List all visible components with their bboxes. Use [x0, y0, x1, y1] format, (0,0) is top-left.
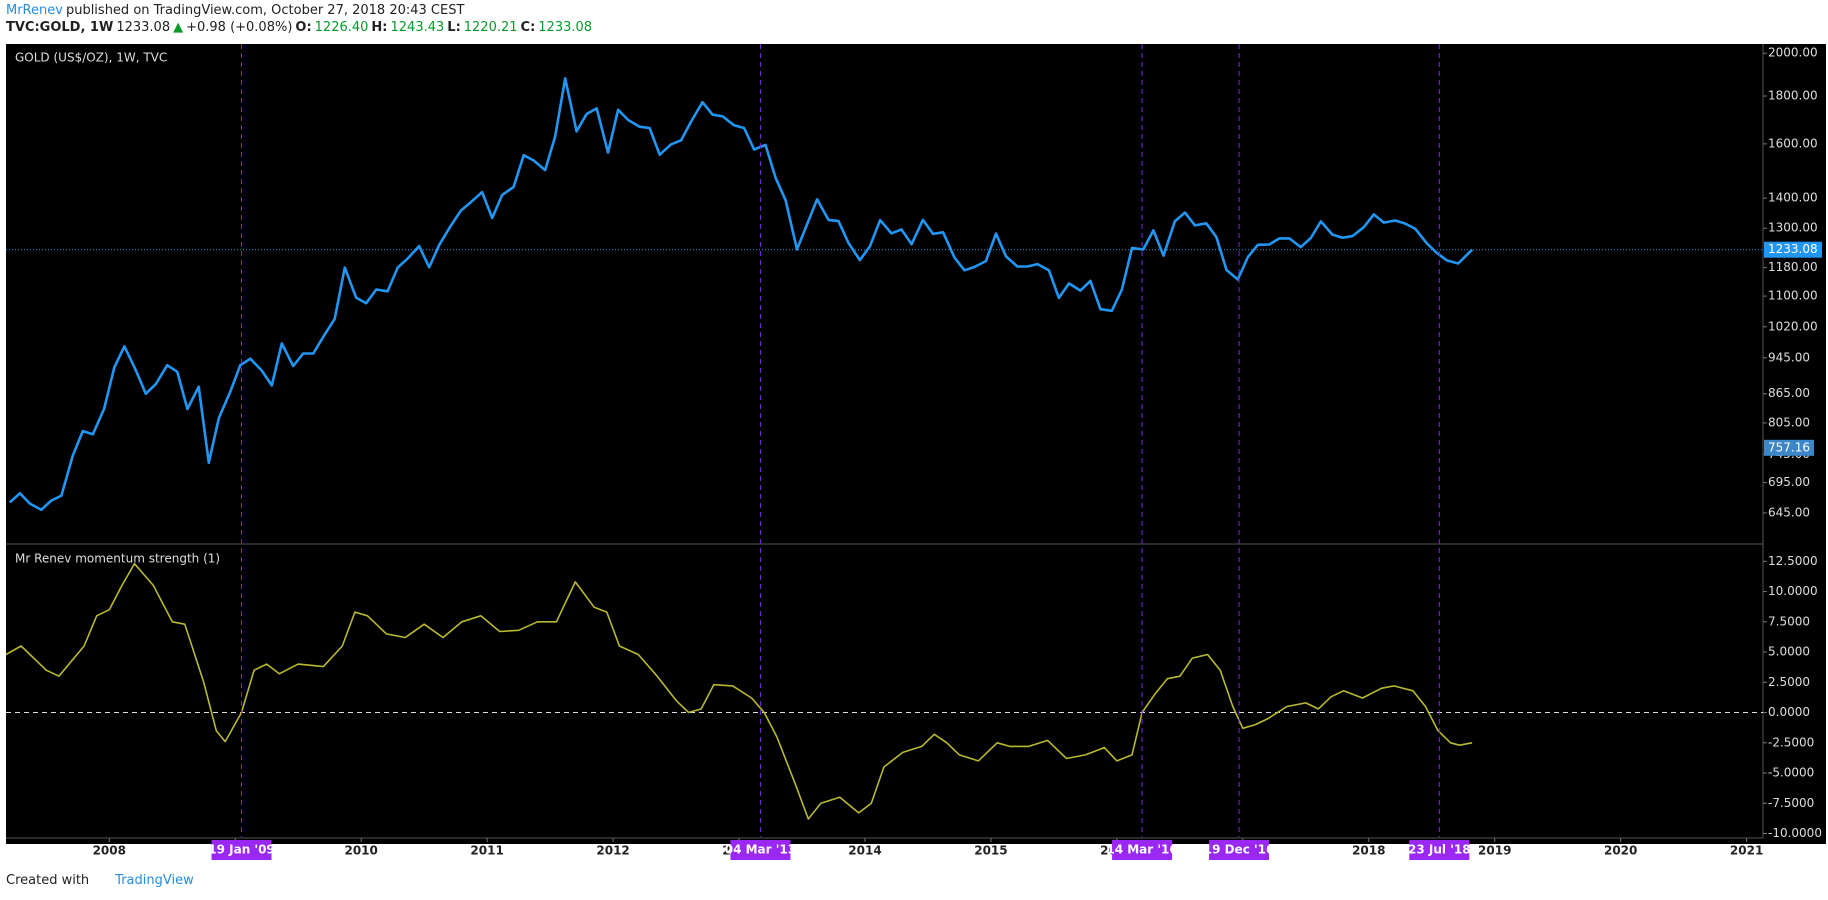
change: +0.98 (+0.08%): [186, 20, 293, 35]
y-tick-label: 12.5000: [1768, 554, 1818, 568]
x-tick-label: 2014: [848, 844, 881, 858]
brand[interactable]: TradingView: [115, 873, 194, 888]
y-tick-label: 2.5000: [1768, 675, 1810, 689]
low-key: L:: [447, 20, 461, 35]
x-tick-label: 2011: [470, 844, 503, 858]
price: 1233.08: [116, 20, 171, 35]
y-tick-label: 695.00: [1768, 475, 1810, 489]
open: 1226.40: [314, 20, 369, 35]
y-tick-label: 1100.00: [1768, 289, 1818, 303]
date-marker-label: 19 Dec '16: [1204, 843, 1275, 857]
date-marker-box: [1209, 840, 1270, 860]
close-key: C:: [520, 20, 536, 35]
symbol-line: TVC:GOLD, 1W 1233.08 ▲ +0.98 (+0.08%) O: 1226…: [6, 20, 595, 35]
footer: Created with TradingView: [6, 873, 194, 888]
y-tick-label: -10.0000: [1768, 826, 1822, 840]
chart: 645.00695.00745.00805.00865.00945.001020…: [5, 44, 1826, 860]
x-tick-label: 2018: [1352, 844, 1385, 858]
date-marker-label: 23 Jul '18: [1408, 843, 1471, 857]
last-price-box: [1764, 241, 1822, 258]
x-tick-label: 2020: [1604, 844, 1637, 858]
x-tick-label: 2008: [93, 844, 126, 858]
y-tick-label: 1600.00: [1768, 136, 1818, 150]
date-marker-label: 04 Mar '13: [725, 843, 796, 857]
arrow: ▲: [173, 20, 184, 35]
date-marker-label: 19 Jan '09: [208, 843, 275, 857]
y-tick-label: 0.0000: [1768, 705, 1810, 719]
y-tick-label: 2000.00: [1768, 46, 1818, 60]
chart-background: [6, 44, 1826, 844]
x-tick-label: 2019: [1478, 844, 1511, 858]
x-tick-label: 2012: [596, 844, 629, 858]
y-tick-label: 1400.00: [1768, 191, 1818, 205]
y-tick-label: 645.00: [1768, 505, 1810, 519]
high: 1243.43: [390, 20, 445, 35]
high-key: H:: [371, 20, 388, 35]
last-price-label: 1233.08: [1768, 242, 1818, 256]
y-tick-label: 5.0000: [1768, 645, 1810, 659]
date-marker-label: 14 Mar '16: [1106, 843, 1177, 857]
open-key: O:: [295, 20, 312, 35]
date-marker-box: [1112, 840, 1173, 860]
y-tick-label: 865.00: [1768, 386, 1810, 400]
y-tick-label: 7.5000: [1768, 614, 1810, 628]
y-tick-label: 1300.00: [1768, 221, 1818, 235]
x-tick-label: 2010: [344, 844, 377, 858]
date-marker-box: [730, 840, 791, 860]
footer-text: Created with: [6, 873, 90, 888]
close: 1233.08: [538, 20, 593, 35]
y-tick-label: 805.00: [1768, 415, 1810, 429]
y-tick-label: -5.0000: [1768, 766, 1814, 780]
date-marker-box: [211, 840, 272, 860]
crosshair-label: 757.16: [1768, 440, 1810, 454]
x-tick-label: 2015: [974, 844, 1007, 858]
published: published on TradingView.com, October 27…: [65, 3, 465, 18]
series-line: [5, 562, 1473, 820]
y-tick-label: 945.00: [1768, 350, 1810, 364]
author[interactable]: MrRenev: [6, 3, 63, 18]
y-tick-label: -7.5000: [1768, 796, 1814, 810]
y-tick-label: 1180.00: [1768, 260, 1818, 274]
date-marker-box: [1409, 840, 1470, 860]
crosshair-box: [1764, 439, 1814, 456]
y-tick-label: 1800.00: [1768, 89, 1818, 103]
publish-line: MrRenev published on TradingView.com, Oct…: [6, 3, 467, 18]
series-line: [8, 77, 1474, 512]
y-tick-label: 1020.00: [1768, 319, 1818, 333]
pane-title: Mr Renev momentum strength (1): [15, 552, 220, 566]
y-tick-label: 10.0000: [1768, 584, 1818, 598]
x-tick-label: 2021: [1730, 844, 1763, 858]
low: 1220.21: [463, 20, 518, 35]
symbol: TVC:GOLD, 1W: [6, 20, 114, 35]
y-tick-label: -2.5000: [1768, 735, 1814, 749]
pane-title: GOLD (US$/OZ), 1W, TVC: [15, 51, 167, 65]
